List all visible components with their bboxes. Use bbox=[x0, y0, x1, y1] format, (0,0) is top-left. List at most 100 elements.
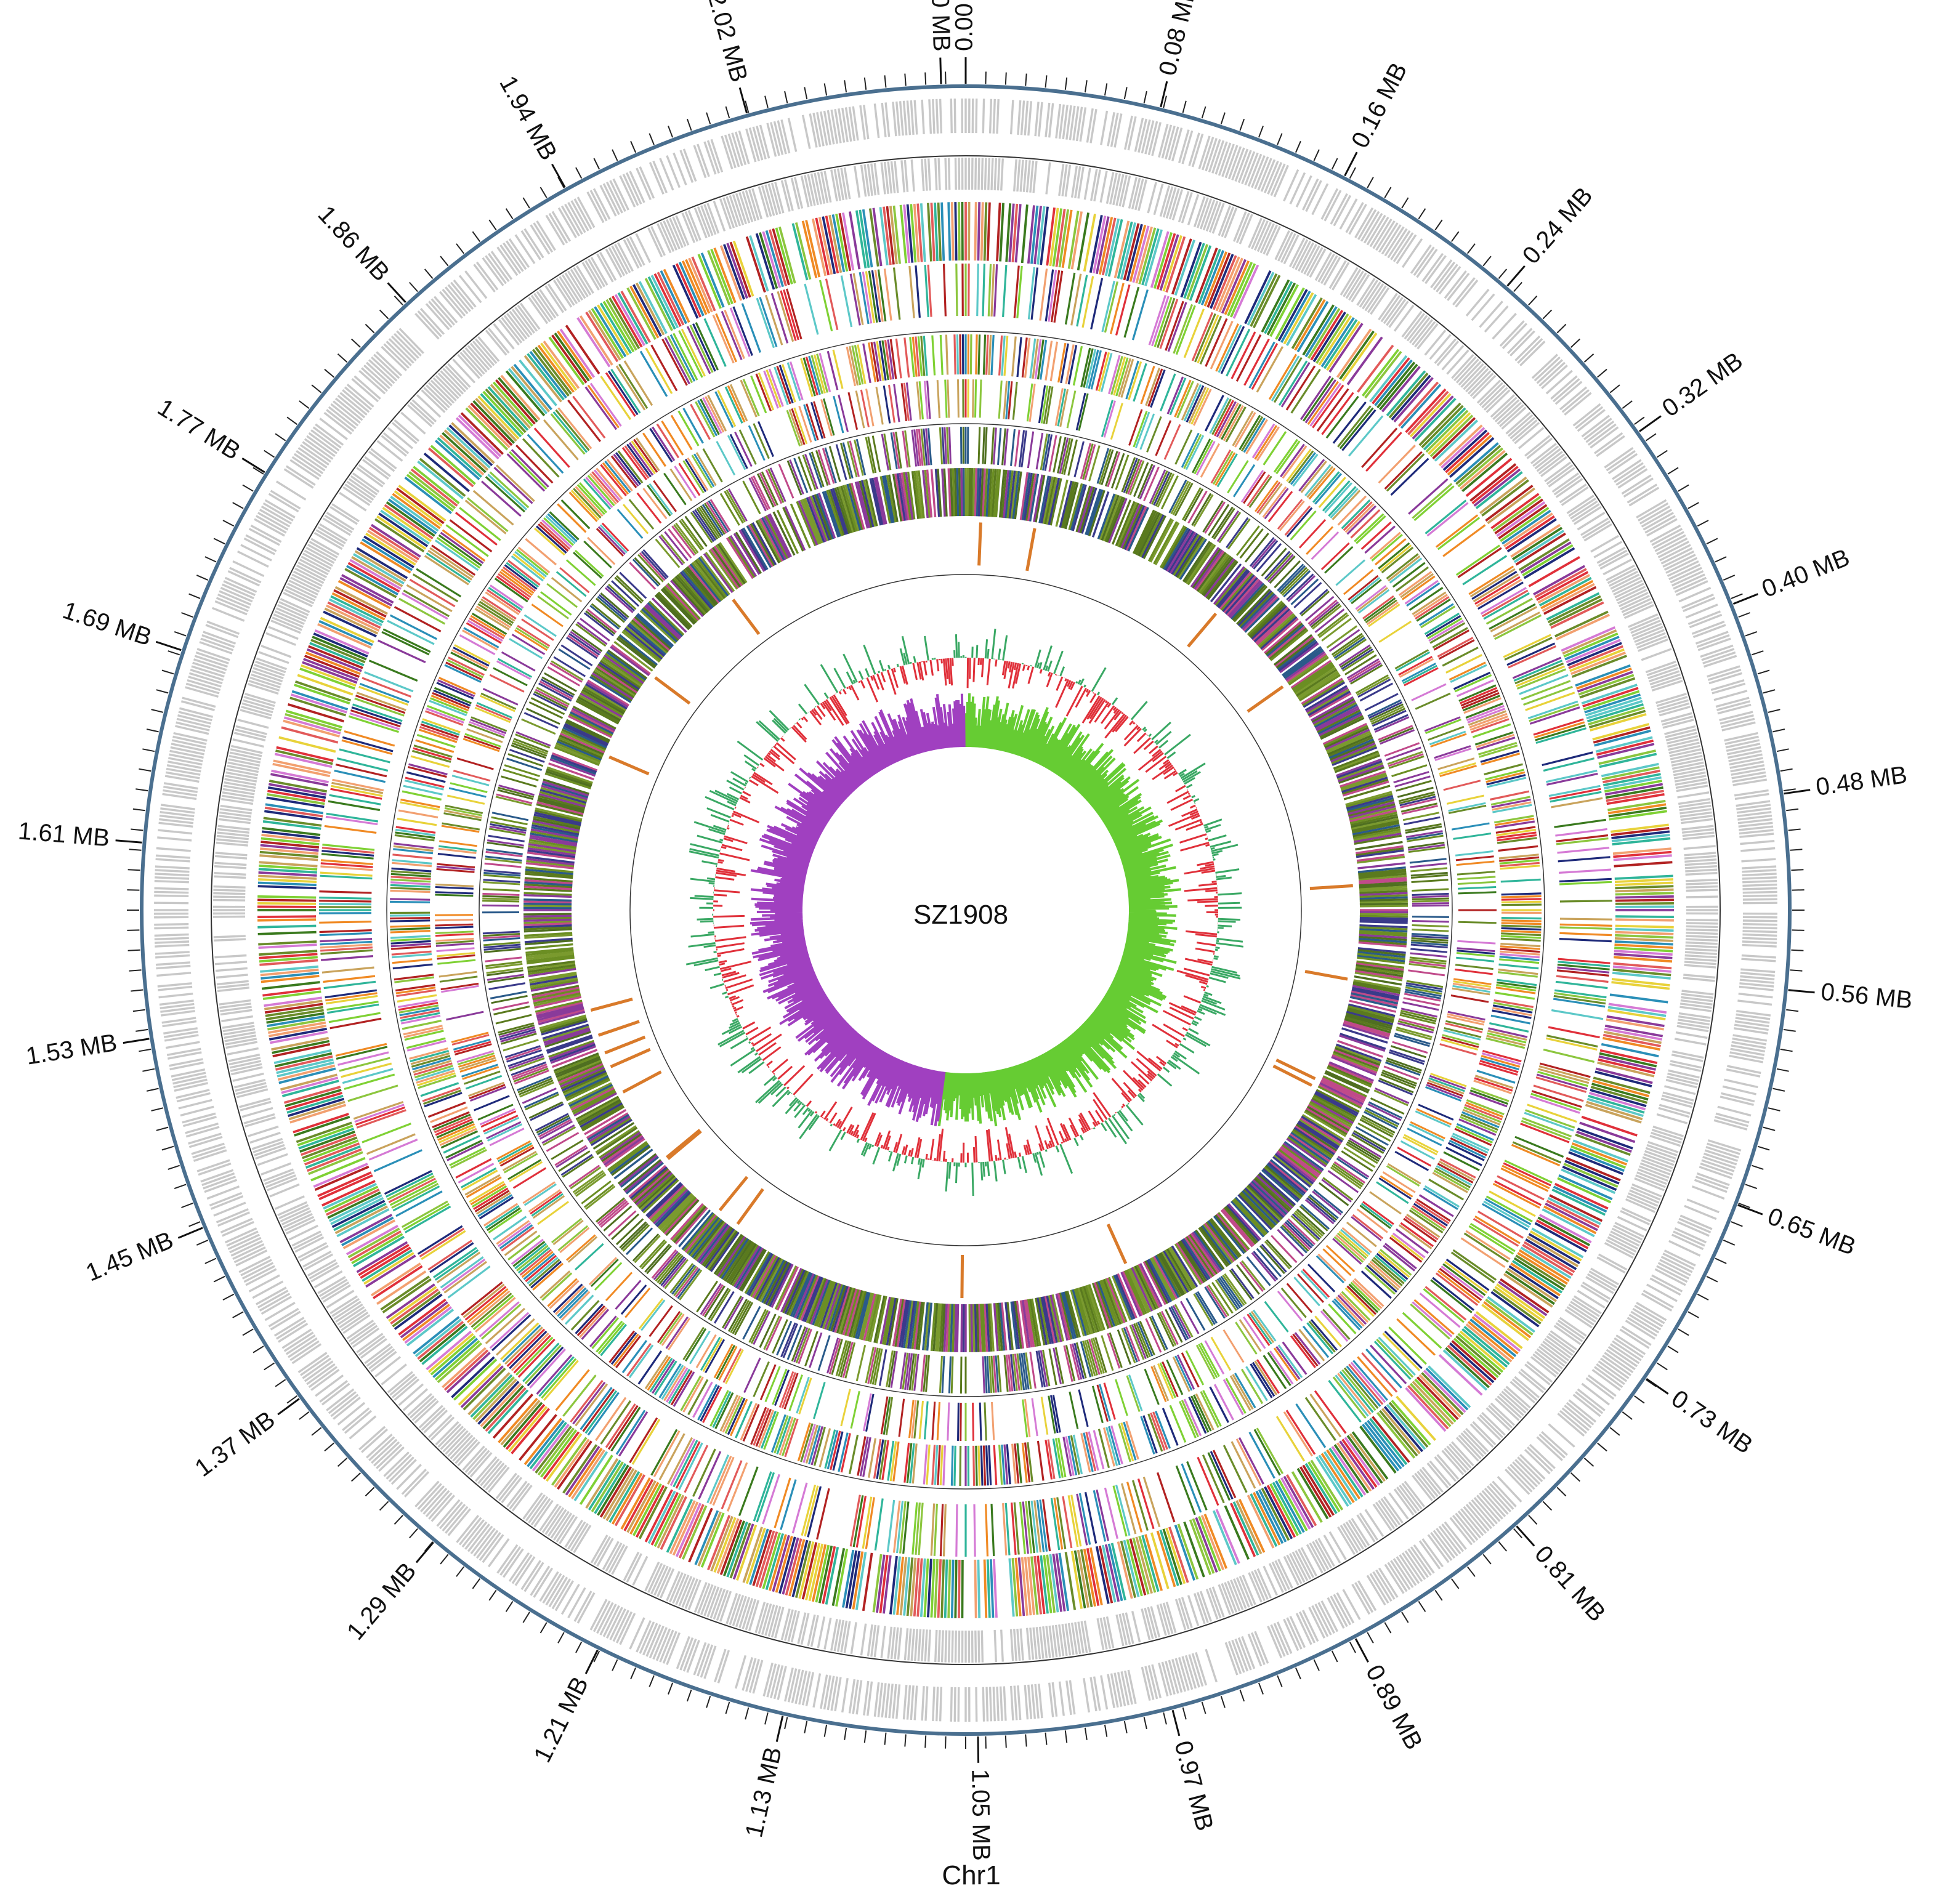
go-track-outer-bars bbox=[482, 427, 1449, 1393]
cog-track-forward-outer-bars bbox=[257, 201, 1667, 1619]
major-tick-18: 1.45 MB bbox=[82, 1227, 203, 1287]
cog-track-reverse-outer-bars bbox=[321, 265, 1612, 1544]
cog-track-forward-outer-bars bbox=[260, 203, 1675, 1618]
cog-track-reverse-inner-bars bbox=[435, 379, 1490, 1402]
cog-track-forward-outer-bars bbox=[258, 202, 1674, 1618]
major-tick-13: 1.05 MB bbox=[966, 1736, 995, 1861]
major-tick-2: 0.16 MB bbox=[1344, 58, 1413, 177]
tick-label: 1.86 MB bbox=[312, 201, 394, 286]
tick-label: 0.89 MB bbox=[1360, 1660, 1428, 1754]
cog-track-reverse-outer-bars bbox=[318, 267, 1612, 1555]
major-tick-17: 1.37 MB bbox=[190, 1398, 300, 1482]
go-track-outer-bars bbox=[483, 427, 1449, 1394]
major-tick-14: 1.13 MB bbox=[740, 1716, 787, 1840]
tick-label: 1.13 MB bbox=[740, 1745, 787, 1840]
cog-track-reverse-inner-bars bbox=[436, 381, 1496, 1441]
cog-track-forward-inner-bars bbox=[390, 334, 1538, 1485]
gene-track-reverse bbox=[212, 157, 1719, 1663]
chromosome-backbone bbox=[140, 84, 1792, 1736]
go-track-inner-bars bbox=[523, 467, 1409, 1353]
major-tick-1: 0.08 MB bbox=[1154, 0, 1202, 108]
tick-label: 0.08 MB bbox=[1154, 0, 1202, 78]
major-tick-0: 0.00 MB bbox=[951, 0, 978, 84]
cog-track-reverse-inner-bars bbox=[437, 379, 1492, 1439]
go-track-outer-bars bbox=[482, 426, 1449, 1394]
cog-track-forward-outer-bars bbox=[257, 203, 1674, 1618]
go-track-inner-bars bbox=[523, 467, 1408, 1352]
cog-track-reverse-outer-bars bbox=[320, 264, 1610, 1554]
cog-track-forward-outer-bars bbox=[258, 204, 1673, 1618]
go-track-outer-bars bbox=[482, 427, 1449, 1392]
gc-content-high bbox=[685, 628, 1243, 1196]
major-tick-26: 2.10 MB bbox=[926, 0, 955, 84]
gc-outer-ring bbox=[629, 574, 1302, 1246]
cog-track-reverse-inner-bars bbox=[435, 379, 1496, 1441]
go-track-inner bbox=[523, 467, 1409, 1353]
major-tick-24: 1.94 MB bbox=[494, 71, 566, 188]
tick-label: 2.10 MB bbox=[926, 0, 955, 52]
genome-tracks bbox=[140, 84, 1792, 1736]
go-track-outer-bars bbox=[482, 427, 1450, 1394]
ncrna-track bbox=[590, 522, 1353, 1299]
major-tick-7: 0.56 MB bbox=[1788, 978, 1914, 1014]
major-tick-22: 1.77 MB bbox=[153, 393, 265, 474]
tick-label: 0.56 MB bbox=[1820, 978, 1914, 1014]
cog-track-forward-inner-bars bbox=[390, 337, 1542, 1484]
gc-skew-negative bbox=[750, 693, 966, 1126]
cog-track-reverse-outer-bars bbox=[321, 269, 1610, 1557]
go-track-inner-bars bbox=[523, 468, 1408, 1352]
tick-label: 0.65 MB bbox=[1764, 1203, 1859, 1261]
strand-divider-ring bbox=[211, 155, 1721, 1665]
cog-track-reverse-inner-bars bbox=[435, 381, 1495, 1394]
cog-track-reverse-inner-bars bbox=[435, 393, 1497, 1435]
tick-label: 0.48 MB bbox=[1814, 761, 1909, 801]
tick-label: 1.53 MB bbox=[24, 1029, 119, 1070]
tick-label: 1.37 MB bbox=[190, 1406, 280, 1482]
cog-track-reverse-inner-bars bbox=[451, 411, 1493, 1414]
cog-track-forward-inner-bars bbox=[390, 334, 1540, 1486]
cog-track-forward-outer-bars bbox=[260, 202, 1674, 1618]
tick-label: 0.97 MB bbox=[1169, 1738, 1218, 1833]
cog-track-reverse-inner-bars bbox=[434, 452, 1495, 1440]
tick-label: 0.40 MB bbox=[1758, 544, 1854, 603]
cog-track-forward-outer-bars bbox=[257, 208, 1674, 1609]
cog-track-reverse-inner-bars bbox=[435, 379, 1497, 1441]
cog-track-reverse-outer-bars bbox=[321, 264, 1612, 1557]
gc-skew-positive bbox=[937, 693, 1181, 1127]
cog-track-reverse-outer-bars bbox=[320, 271, 1598, 1549]
cog-track-forward-inner-bars bbox=[390, 339, 1540, 1486]
tick-label: 0.81 MB bbox=[1529, 1541, 1611, 1627]
major-tick-23: 1.86 MB bbox=[312, 201, 406, 304]
cog-track-reverse-outer-bars bbox=[318, 272, 1606, 1552]
cog-track-reverse-outer-bars bbox=[325, 270, 1611, 1557]
cog-track-forward-inner-bars bbox=[390, 334, 1542, 1483]
cog-track-forward-outer-bars bbox=[257, 209, 1673, 1618]
cog-track-forward-outer-bars bbox=[257, 202, 1674, 1612]
major-tick-19: 1.53 MB bbox=[24, 1029, 150, 1070]
major-tick-9: 0.73 MB bbox=[1646, 1378, 1758, 1459]
cog-track-reverse-inner-bars bbox=[435, 381, 1497, 1442]
cog-track-reverse-outer bbox=[318, 263, 1612, 1557]
go-track-outer-bars bbox=[482, 429, 1446, 1393]
gc-skew-track bbox=[750, 693, 1181, 1127]
cog-track-reverse-outer-bars bbox=[319, 263, 1609, 1557]
gene-track-forward-bars bbox=[153, 98, 1778, 1722]
cog-track-reverse-outer-bars bbox=[320, 268, 1522, 1555]
cog-track-reverse-outer-bars bbox=[319, 264, 1611, 1557]
cog-track-reverse-inner-bars bbox=[435, 384, 1491, 1440]
ncrna-track-bars bbox=[590, 522, 1353, 1299]
track-divider-2 bbox=[479, 423, 1453, 1397]
cog-track-reverse-inner-bars bbox=[435, 379, 1493, 1441]
tick-label: 0.16 MB bbox=[1346, 58, 1412, 153]
cog-track-forward-inner-bars bbox=[390, 336, 1542, 1486]
go-track-outer bbox=[482, 426, 1450, 1394]
go-track-outer-bars bbox=[482, 433, 1449, 1394]
major-tick-4: 0.32 MB bbox=[1639, 347, 1748, 432]
cog-track-reverse-inner-bars bbox=[435, 385, 1495, 1441]
major-tick-6: 0.48 MB bbox=[1784, 761, 1909, 801]
major-tick-5: 0.40 MB bbox=[1732, 544, 1854, 605]
major-tick-21: 1.69 MB bbox=[59, 597, 182, 651]
cog-track-forward-inner-bars bbox=[390, 334, 1540, 1486]
tick-label: 1.69 MB bbox=[59, 597, 155, 651]
